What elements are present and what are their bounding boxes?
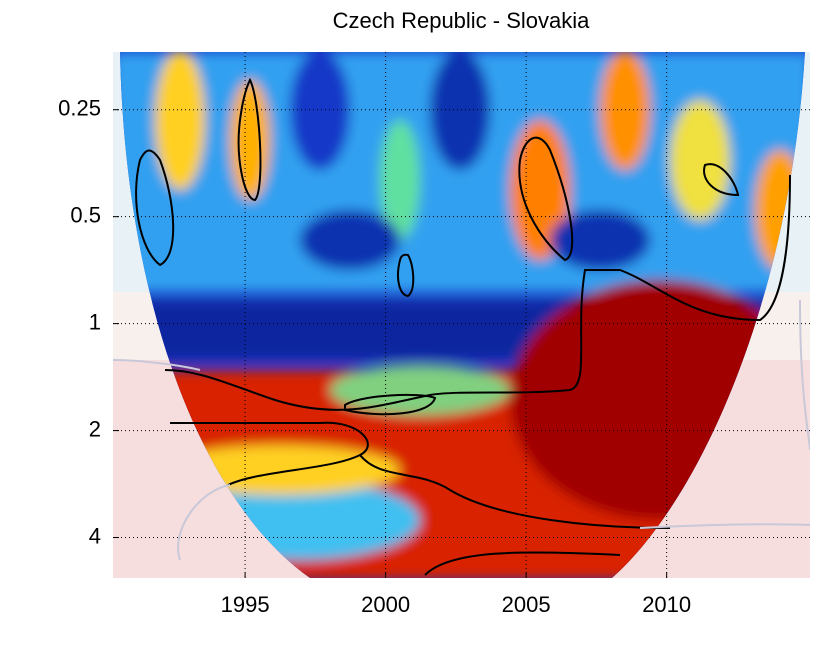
coherence-field [120, 52, 805, 578]
axes: 1995 2000 2005 2010 0.25 0.5 1 2 4 [58, 52, 810, 617]
y-tick-label: 4 [89, 523, 101, 548]
x-tick-label: 2000 [361, 592, 410, 617]
y-tick-label: 0.25 [58, 96, 101, 121]
y-tick-label: 0.5 [70, 202, 101, 227]
x-tick-label: 1995 [221, 592, 270, 617]
chart-title: Czech Republic - Slovakia [333, 8, 591, 33]
x-tick-label: 2010 [642, 592, 691, 617]
heatmap [113, 52, 810, 578]
significance-contours [135, 77, 791, 576]
x-tick-label: 2005 [502, 592, 551, 617]
coi-contours [113, 299, 810, 561]
y-tick-label: 1 [89, 309, 101, 334]
y-tick-label: 2 [89, 416, 101, 441]
